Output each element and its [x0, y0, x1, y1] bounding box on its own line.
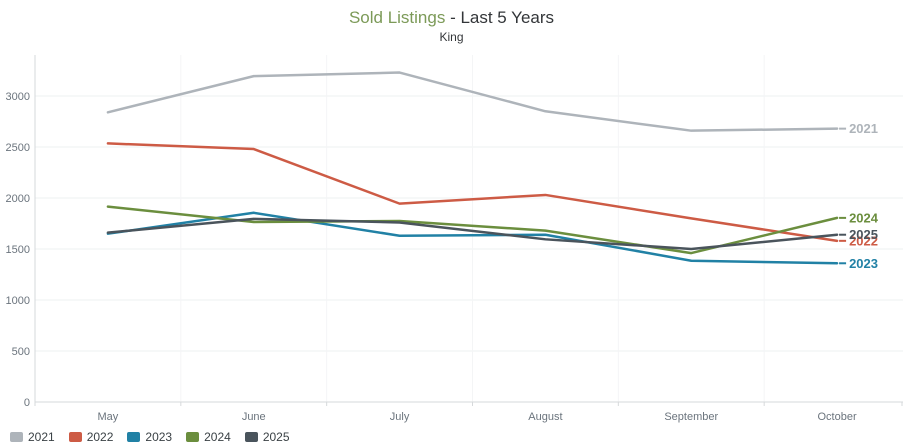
legend-swatch-2022	[68, 432, 82, 442]
y-tick-label: 500	[12, 346, 30, 358]
series-end-label-2023: 2023	[849, 256, 878, 271]
series-line-2021[interactable]	[106, 71, 839, 132]
series-end-label-2021: 2021	[849, 121, 878, 136]
legend-label-2022: 2022	[86, 430, 114, 444]
y-tick-label: 1500	[6, 244, 30, 256]
legend-swatch-2025	[244, 432, 258, 442]
series-end-label-2024: 2024	[849, 210, 879, 225]
y-tick-label: 0	[24, 397, 30, 409]
series-end-label-2025: 2025	[849, 227, 878, 242]
chart-title-accent: Sold Listings	[348, 8, 446, 27]
legend-item-2025[interactable]: 2025	[244, 430, 290, 444]
x-tick-label: May	[98, 411, 119, 423]
chart-legend: 2021 2022 2023 2024 2025	[10, 430, 290, 444]
x-tick-label: July	[390, 411, 410, 423]
legend-swatch-2021	[10, 432, 23, 442]
legend-label-2024: 2024	[204, 430, 231, 444]
chart-title-rest: - Last 5 Years	[445, 8, 555, 27]
legend-swatch-2023	[127, 432, 141, 442]
series-line-2023[interactable]	[106, 211, 839, 265]
y-tick-label: 2000	[6, 193, 30, 205]
series-line-2022[interactable]	[106, 142, 839, 243]
x-tick-label: June	[242, 411, 266, 423]
chart-subtitle: King	[439, 30, 464, 45]
x-tick-label: August	[528, 411, 562, 423]
series-line-2025[interactable]	[106, 217, 839, 251]
legend-swatch-2024	[186, 432, 200, 442]
x-tick-label: September	[664, 411, 718, 423]
y-tick-label: 2500	[6, 142, 30, 154]
series-end-label-2022: 2022	[849, 233, 878, 248]
legend-item-2021[interactable]: 2021	[10, 430, 55, 444]
legend-item-2022[interactable]: 2022	[68, 430, 114, 444]
chart-header: Sold Listings - Last 5 Years King	[0, 8, 903, 45]
legend-label-2025: 2025	[262, 430, 290, 444]
legend-label-2021: 2021	[28, 430, 55, 444]
x-tick-label: October	[818, 411, 857, 423]
legend-label-2023: 2023	[145, 430, 173, 444]
legend-item-2024[interactable]: 2024	[186, 430, 231, 444]
y-tick-label: 1000	[6, 295, 30, 307]
y-tick-label: 3000	[6, 91, 30, 103]
legend-item-2023[interactable]: 2023	[127, 430, 172, 444]
